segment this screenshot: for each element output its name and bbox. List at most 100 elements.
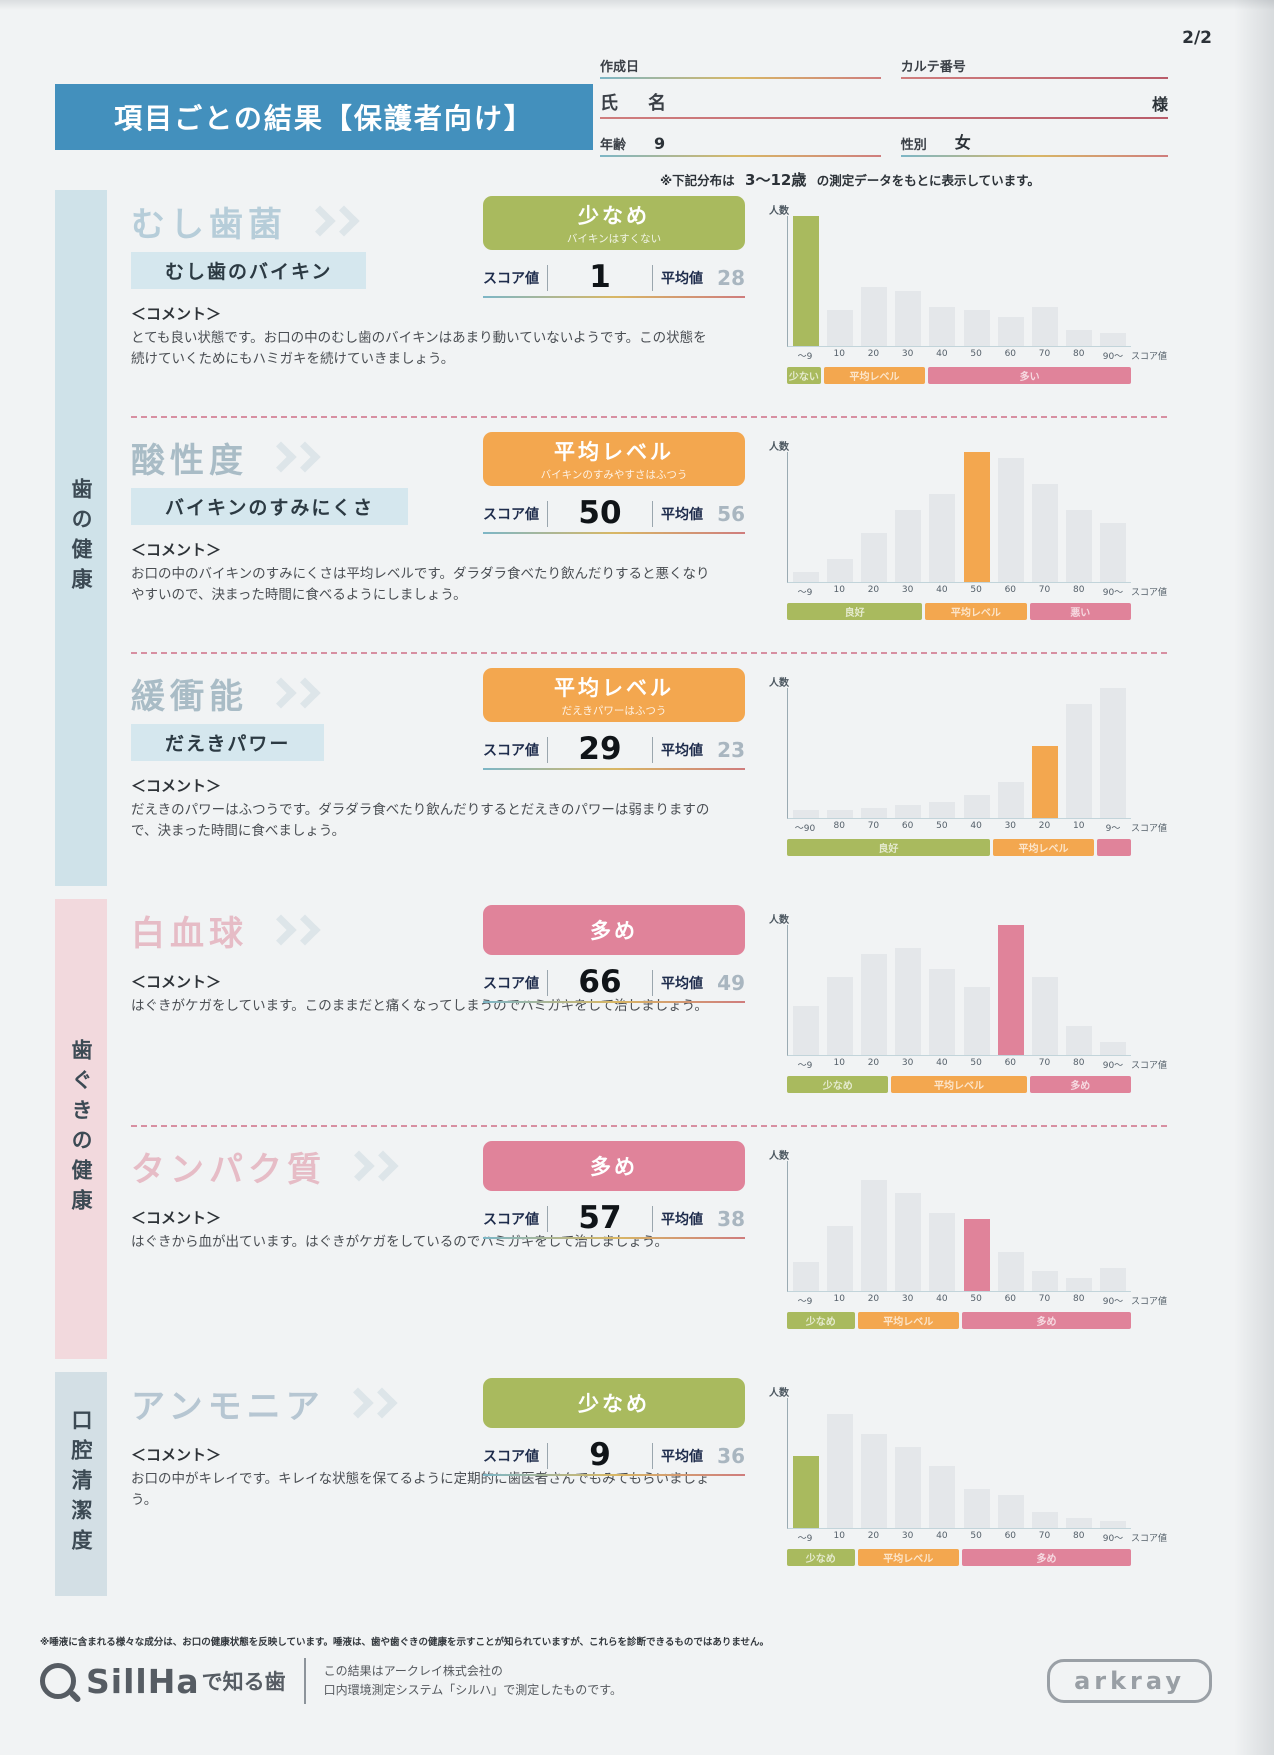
x-tick-label: 50 xyxy=(970,585,982,595)
x-tick-label: 80 xyxy=(1073,1294,1085,1304)
score-column: 平均レベル だえきパワーはふつう スコア値 29 平均値 23 xyxy=(483,668,745,770)
score-value: 29 xyxy=(578,731,622,767)
level-badge-text: 平均レベル xyxy=(554,676,674,700)
chevron-right-icons xyxy=(343,1150,399,1182)
sillha-logo-text: SillHa xyxy=(86,1661,200,1701)
average-value: 28 xyxy=(717,265,745,290)
chart-plot-area xyxy=(787,925,1131,1056)
x-tick-label: 60 xyxy=(1004,1058,1017,1068)
score-column: 少なめ バイキンはすくない スコア値 1 平均値 28 xyxy=(483,196,745,298)
result-item-main: むし歯菌 むし歯のバイキン 少なめ バイキンはすくない スコア値 1 平均値 28 ＜コメント＞… xyxy=(131,194,745,370)
category-sidebar: 口腔清潔度 xyxy=(55,1372,107,1596)
people-axis-label: 人数 xyxy=(769,442,789,453)
result-item-main: アンモニア 少なめ スコア値 9 平均値 36 ＜コメント＞ お口の中がキレイです。キレイな状… xyxy=(131,1376,745,1511)
score-divider xyxy=(652,969,653,996)
distribution-bar xyxy=(895,510,922,582)
x-tick-label: 90〜 xyxy=(1102,1297,1124,1307)
category-sidebar: 歯の健康 xyxy=(55,190,107,886)
distribution-note-age: 3〜12歳 xyxy=(745,171,807,189)
x-tick-label: 〜9 xyxy=(797,1061,813,1071)
age-value: 9 xyxy=(654,134,666,153)
category-sidebar: 歯ぐきの健康 xyxy=(55,899,107,1359)
category-items: むし歯菌 むし歯のバイキン 少なめ バイキンはすくない スコア値 1 平均値 28 ＜コメント＞… xyxy=(107,190,1167,886)
distribution-bar xyxy=(793,572,819,582)
comment-heading: ＜コメント＞ xyxy=(131,305,222,323)
average-label: 平均値 xyxy=(661,1448,703,1465)
average-label: 平均値 xyxy=(661,270,703,287)
chevron-right-icons xyxy=(265,677,321,709)
distribution-bar xyxy=(861,287,888,346)
x-tick-label: 30 xyxy=(1004,821,1017,831)
score-divider xyxy=(547,969,548,996)
comment-heading: ＜コメント＞ xyxy=(131,973,222,991)
x-tick-label: 60 xyxy=(1004,1531,1017,1541)
distribution-bar xyxy=(861,1180,888,1291)
x-tick-label: 80 xyxy=(1073,1058,1085,1068)
score-label: スコア値 xyxy=(483,506,539,523)
x-tick-label: 〜9 xyxy=(797,1297,813,1307)
x-tick-label: 70 xyxy=(1038,349,1051,359)
age-label: 年齢 xyxy=(600,138,627,153)
score-value: 1 xyxy=(589,259,611,295)
score-range-segment: 多め xyxy=(1029,1076,1132,1093)
people-axis-label: 人数 xyxy=(769,206,789,217)
x-tick-label: 10 xyxy=(833,1531,845,1541)
distribution-bar xyxy=(1065,1026,1092,1055)
chart-x-ticks: 〜9 10 20 30 40 50 60 70 80 90〜 スコア値 xyxy=(787,1056,1167,1071)
average-value: 56 xyxy=(717,501,745,526)
x-tick-label: 〜9 xyxy=(797,352,813,362)
level-badge-text: 少なめ xyxy=(578,1392,650,1416)
chart-x-ticks: 〜90 80 70 60 50 40 30 20 10 9〜 スコア値 xyxy=(787,819,1167,834)
score-divider xyxy=(652,500,653,527)
result-item: アンモニア 少なめ スコア値 9 平均値 36 ＜コメント＞ お口の中がキレイです。キレイな状… xyxy=(131,1376,1167,1588)
distribution-bar xyxy=(793,1262,819,1291)
distribution-bar xyxy=(929,1466,956,1528)
result-item: タンパク質 多め スコア値 57 平均値 38 ＜コメント＞ はぐきから血が出ています。はぐき… xyxy=(131,1139,1167,1351)
chevron-right-icon xyxy=(366,1387,398,1419)
distribution-bar xyxy=(1065,1278,1092,1291)
x-tick-label: 20 xyxy=(867,1531,880,1541)
item-title-row: 白血球 xyxy=(131,903,743,957)
people-axis-label: 人数 xyxy=(769,678,789,689)
x-tick-label: 〜90 xyxy=(794,824,816,834)
distribution-bar xyxy=(997,317,1024,346)
comment-block: ＜コメント＞ お口の中のバイキンのすみにくさは平均レベルです。ダラダラ食べたり飲ん… xyxy=(131,539,719,606)
item-title: 緩衝能 xyxy=(131,676,248,717)
score-range-segment: 平均レベル xyxy=(891,1076,1027,1093)
measurement-description: この結果はアークレイ株式会社の 口内環境測定システム「シルハ」で測定したものです… xyxy=(324,1662,622,1699)
distribution-bar xyxy=(895,1447,922,1528)
level-badge: 多め xyxy=(483,905,745,955)
chart-x-ticks: 〜9 10 20 30 40 50 60 70 80 90〜 スコア値 xyxy=(787,583,1167,598)
x-tick-label: 20 xyxy=(867,349,880,359)
x-tick-label: 70 xyxy=(1038,1531,1051,1541)
category-label: 歯の健康 xyxy=(69,478,93,598)
distribution-bar xyxy=(1099,1042,1126,1055)
x-tick-label: 40 xyxy=(970,821,982,831)
chevron-right-icon xyxy=(367,1150,399,1182)
level-badge-subtext: バイキンはすくない xyxy=(566,233,662,245)
distribution-bar xyxy=(827,559,854,582)
chevron-right-icon xyxy=(289,677,321,709)
category-section: 口腔清潔度 アンモニア 少なめ スコア値 9 平均値 36 ＜コメント＞ お口の中がキレイです。… xyxy=(55,1372,1167,1596)
level-badge: 少なめ バイキンはすくない xyxy=(483,196,745,250)
distribution-bar xyxy=(1065,330,1092,346)
x-tick-label: 50 xyxy=(970,1531,982,1541)
item-separator xyxy=(131,416,1167,418)
level-badge-text: 多め xyxy=(590,1155,638,1179)
distribution-bar xyxy=(861,1434,888,1528)
x-tick-label: 70 xyxy=(867,821,880,831)
x-tick-label: 90〜 xyxy=(1102,588,1124,598)
score-distribution-chart: 人数 〜9 10 20 30 40 50 60 70 80 90〜 スコア値 良好 平均レベル 悪い xyxy=(757,438,1167,620)
score-column: 少なめ スコア値 9 平均値 36 xyxy=(483,1378,745,1476)
score-underline xyxy=(483,1001,745,1003)
chevron-right-icons xyxy=(265,914,321,946)
x-tick-label: 10 xyxy=(833,1058,845,1068)
score-range-band: 少なめ 平均レベル 多め xyxy=(787,1076,1132,1093)
x-tick-label: 50 xyxy=(970,1294,982,1304)
x-tick-label: 90〜 xyxy=(1102,352,1124,362)
average-value: 38 xyxy=(717,1206,745,1231)
result-item-main: 酸性度 バイキンのすみにくさ 平均レベル バイキンのすみやすさはふつう スコア値 50 平均… xyxy=(131,430,745,606)
distribution-bar xyxy=(929,307,956,346)
chart-number-label: カルテ番号 xyxy=(900,60,966,75)
item-separator xyxy=(131,1125,1167,1127)
